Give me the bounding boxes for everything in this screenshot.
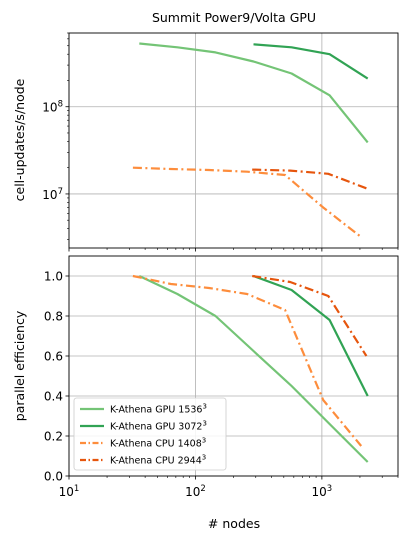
bottom-y-tick-label: 0.2 (44, 430, 63, 444)
bottom-series (132, 274, 369, 463)
tick-label-exponent: 2 (200, 484, 205, 494)
top-series-line-3 (132, 166, 362, 238)
x-tick-label: 102 (185, 484, 206, 499)
bottom-y-tick-label: 0.6 (44, 350, 63, 364)
tick-label-base: 10 (312, 485, 327, 499)
legend-label-exponent: 3 (202, 454, 206, 462)
top-y-axis-label: cell-updates/s/node (12, 78, 27, 201)
x-axis-label: # nodes (208, 516, 260, 531)
tick-label-exponent: 8 (58, 100, 63, 110)
bottom-series-line-2 (253, 274, 369, 397)
bottom-y-tick-label: 0.0 (44, 470, 63, 484)
legend-box (73, 397, 227, 471)
legend-label-text: K-Athena GPU 1536 (110, 405, 202, 416)
bottom-y-ticks: 0.0 0.2 0.4 0.6 0.8 1.0 (44, 270, 69, 484)
legend-label: K-Athena CPU 29443 (110, 454, 206, 467)
legend-label-text: K-Athena CPU 1408 (110, 439, 202, 450)
legend-label-exponent: 3 (202, 437, 206, 445)
bottom-series-line-3 (132, 274, 363, 447)
tick-label-base: 10 (42, 188, 57, 202)
bottom-panel: 0.00.20.40.60.81.0 101 102 103 parallel ef… (12, 255, 399, 531)
legend-label: K-Athena GPU 30723 (110, 420, 207, 433)
x-tick-label: 103 (312, 484, 333, 499)
tick-label-base: 10 (185, 485, 200, 499)
bottom-series-line-1 (138, 275, 369, 463)
legend-label: K-Athena GPU 15363 (110, 403, 207, 416)
legend-label-exponent: 3 (202, 403, 206, 411)
chart-title: Summit Power9/Volta GPU (152, 10, 316, 25)
bottom-y-tick-label: 0.8 (44, 310, 63, 324)
bottom-y-tick-label: 1.0 (44, 270, 63, 284)
legend-label-exponent: 3 (202, 420, 206, 428)
bottom-x-ticks: 101 102 103 (59, 476, 333, 499)
legend-label-text: K-Athena GPU 3072 (110, 422, 202, 433)
top-y-tick-label: 108 (42, 100, 63, 115)
top-series-line-4 (252, 168, 367, 190)
tick-label-base: 10 (42, 101, 57, 115)
top-series-line-1 (139, 42, 369, 144)
tick-label-exponent: 1 (74, 484, 79, 494)
top-series (132, 42, 369, 238)
bottom-series-line-4 (252, 274, 368, 357)
bottom-y-tick-label: 0.4 (44, 390, 63, 404)
bottom-y-axis-label: parallel efficiency (12, 310, 27, 421)
top-plot-frame (68, 32, 399, 249)
bottom-plot-frame (68, 255, 399, 477)
tick-label-exponent: 3 (327, 484, 332, 494)
tick-label-exponent: 7 (58, 187, 63, 197)
top-series-line-2 (253, 43, 369, 80)
legend-label: K-Athena CPU 14083 (110, 437, 206, 450)
legend-label-text: K-Athena CPU 2944 (110, 456, 202, 467)
x-tick-label: 101 (59, 484, 80, 499)
tick-label-base: 10 (59, 485, 74, 499)
top-y-tick-label: 107 (42, 187, 63, 202)
